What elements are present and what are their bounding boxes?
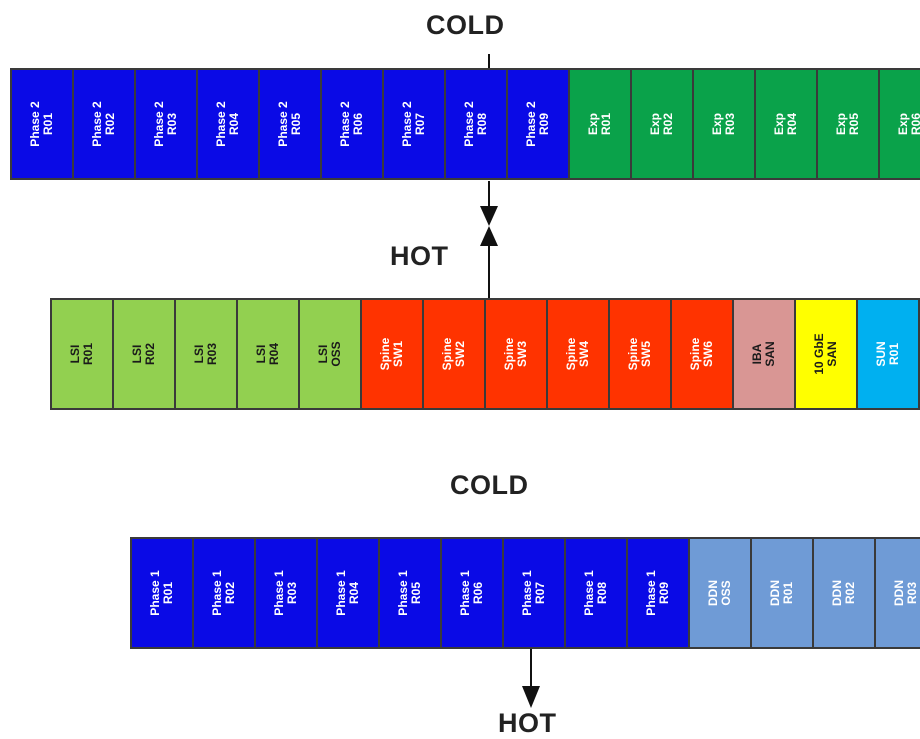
rack-spine-sw3: Spine SW3	[486, 300, 548, 408]
rack-phase-2-r02: Phase 2 R02	[74, 70, 136, 178]
rack-lsi-r04: LSI R04	[238, 300, 300, 408]
arrow-up-head	[480, 226, 498, 246]
rack-ddn-r02: DDN R02	[814, 539, 876, 647]
rack-phase-1-r02: Phase 1 R02	[194, 539, 256, 647]
rack-phase-2-r09: Phase 2 R09	[508, 70, 570, 178]
arrow-bottom-head	[522, 686, 540, 708]
rack-ddn-r03: DDN R03	[876, 539, 920, 647]
rack-phase-2-r05: Phase 2 R05	[260, 70, 322, 178]
rack-phase-1-r07: Phase 1 R07	[504, 539, 566, 647]
cold-aisle-label-bottom: COLD	[450, 470, 529, 500]
rack-lsi-r02: LSI R02	[114, 300, 176, 408]
rack-spine-sw1: Spine SW1	[362, 300, 424, 408]
rack-phase-1-r01: Phase 1 R01	[132, 539, 194, 647]
rack-exp-r06: Exp R06	[880, 70, 920, 178]
hot-aisle-label-middle: HOT	[390, 241, 449, 271]
rack-phase-1-r08: Phase 1 R08	[566, 539, 628, 647]
rack-phase-1-r03: Phase 1 R03	[256, 539, 318, 647]
rack-exp-r04: Exp R04	[756, 70, 818, 178]
rack-exp-r05: Exp R05	[818, 70, 880, 178]
rack-10-gbe-san: 10 GbE SAN	[796, 300, 858, 408]
rack-iba-san: IBA SAN	[734, 300, 796, 408]
rack-sun-r01: SUN R01	[858, 300, 920, 408]
rack-lsi-r01: LSI R01	[52, 300, 114, 408]
rack-phase-2-r01: Phase 2 R01	[12, 70, 74, 178]
rack-phase-2-r07: Phase 2 R07	[384, 70, 446, 178]
rack-row-1: Phase 2 R01 Phase 2 R02 Phase 2 R03 Phase 2…	[10, 68, 920, 180]
rack-spine-sw6: Spine SW6	[672, 300, 734, 408]
rack-exp-r03: Exp R03	[694, 70, 756, 178]
rack-exp-r02: Exp R02	[632, 70, 694, 178]
rack-row-3: Phase 1 R01 Phase 1 R02 Phase 1 R03 Phase 1…	[130, 537, 920, 649]
rack-phase-2-r08: Phase 2 R08	[446, 70, 508, 178]
rack-phase-2-r06: Phase 2 R06	[322, 70, 384, 178]
hot-aisle-label-bottom: HOT	[498, 708, 557, 738]
rack-spine-sw2: Spine SW2	[424, 300, 486, 408]
rack-row-2: LSI R01 LSI R02 LSI R03 LSI R04 LSI OSS Spine…	[50, 298, 920, 410]
rack-lsi-oss: LSI OSS	[300, 300, 362, 408]
rack-ddn-r01: DDN R01	[752, 539, 814, 647]
rack-phase-2-r03: Phase 2 R03	[136, 70, 198, 178]
rack-spine-sw5: Spine SW5	[610, 300, 672, 408]
cold-aisle-label-top: COLD	[426, 10, 505, 40]
rack-phase-1-r06: Phase 1 R06	[442, 539, 504, 647]
rack-spine-sw4: Spine SW4	[548, 300, 610, 408]
rack-ddn-oss: DDN OSS	[690, 539, 752, 647]
rack-exp-r01: Exp R01	[570, 70, 632, 178]
rack-lsi-r03: LSI R03	[176, 300, 238, 408]
rack-phase-1-r09: Phase 1 R09	[628, 539, 690, 647]
rack-phase-1-r04: Phase 1 R04	[318, 539, 380, 647]
rack-phase-2-r04: Phase 2 R04	[198, 70, 260, 178]
rack-phase-1-r05: Phase 1 R05	[380, 539, 442, 647]
arrow-down-head	[480, 206, 498, 226]
